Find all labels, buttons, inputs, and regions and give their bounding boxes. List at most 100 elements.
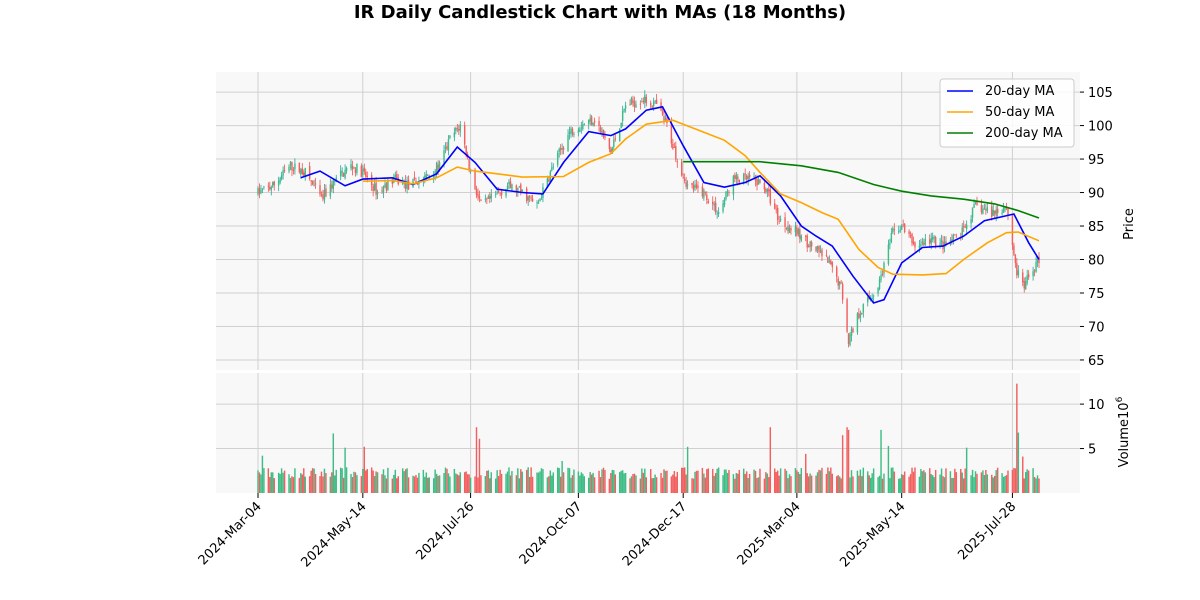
candle-body xyxy=(805,235,807,237)
volume-bar xyxy=(821,467,823,493)
volume-bar xyxy=(931,475,934,493)
candle-body xyxy=(815,247,817,252)
candle-body xyxy=(345,167,348,172)
candle-body xyxy=(375,182,377,195)
volume-bar xyxy=(466,474,469,493)
candle-body xyxy=(850,329,853,337)
candle-body xyxy=(695,184,698,188)
volume-bar xyxy=(673,471,676,493)
volume-bar xyxy=(934,469,937,493)
x-tick-label: 2025-Jul-28 xyxy=(955,499,1019,563)
candle-body xyxy=(725,191,727,200)
candle-body xyxy=(381,190,383,192)
candle-body xyxy=(325,188,327,197)
volume-bar xyxy=(744,473,746,493)
volume-bar xyxy=(427,477,429,493)
volume-bar xyxy=(889,478,891,493)
volume-bar xyxy=(446,468,448,493)
candle-body xyxy=(672,143,674,149)
candle-body xyxy=(836,266,838,277)
candle-body xyxy=(943,241,946,248)
candle-body xyxy=(582,124,584,130)
volume-bar xyxy=(528,476,531,493)
volume-bar xyxy=(983,474,986,493)
candle-body xyxy=(852,328,854,332)
candle-body xyxy=(598,120,600,127)
candle-body xyxy=(748,174,751,178)
candle-body xyxy=(993,210,996,214)
volume-bar xyxy=(590,474,593,493)
candle-body xyxy=(288,166,290,172)
volume-bar xyxy=(319,476,321,493)
candle-body xyxy=(1033,270,1036,272)
candle-body xyxy=(329,184,332,197)
candle-body xyxy=(794,226,797,233)
volume-bar xyxy=(536,472,538,493)
volume-bar xyxy=(630,476,633,493)
candle-body xyxy=(267,185,270,187)
volume-bar xyxy=(362,468,364,493)
volume-bar xyxy=(269,477,271,493)
candle-body xyxy=(701,186,704,197)
volume-bar xyxy=(778,475,780,493)
volume-bar xyxy=(549,470,552,493)
candle-body xyxy=(964,226,966,228)
volume-bar xyxy=(289,477,292,493)
volume-bar xyxy=(1004,475,1006,493)
volume-bar xyxy=(1016,383,1018,493)
volume-bar xyxy=(1014,468,1017,493)
volume-bar xyxy=(449,476,451,493)
candle-body xyxy=(539,199,541,202)
volume-bar xyxy=(401,468,404,493)
candle-body xyxy=(273,181,275,186)
candle-body xyxy=(892,228,894,233)
candle-body xyxy=(546,178,549,189)
candle-body xyxy=(763,182,766,190)
candle-body xyxy=(277,180,280,186)
volume-bar xyxy=(517,468,519,493)
x-tick-labels: 2024-Mar-04 2024-May-14 2024-Jul-26 2024-Oc… xyxy=(196,493,1019,570)
candle-body xyxy=(292,169,295,171)
candle-body xyxy=(583,124,585,126)
candle-body xyxy=(955,236,958,238)
candle-body xyxy=(365,171,367,177)
volume-bar xyxy=(849,477,851,493)
volume-bar xyxy=(301,474,304,493)
volume-bar xyxy=(807,476,810,493)
candle-body xyxy=(620,122,622,129)
volume-bar xyxy=(980,472,983,493)
volume-bar xyxy=(955,472,958,493)
candle-body xyxy=(515,185,518,193)
volume-bar xyxy=(508,467,510,493)
candle-body xyxy=(590,116,593,125)
volume-label-text: Volume xyxy=(1117,419,1132,467)
candle-body xyxy=(1017,270,1020,276)
volume-bar xyxy=(716,468,718,493)
volume-bar xyxy=(682,467,684,493)
volume-tick-label: 10 xyxy=(1088,398,1105,413)
volume-bar xyxy=(621,470,624,493)
candle-body xyxy=(745,175,748,180)
volume-bar xyxy=(1002,476,1005,493)
candle-body xyxy=(754,177,757,181)
moving-average-lines xyxy=(300,105,1040,304)
candle-body xyxy=(521,189,523,192)
candle-body xyxy=(308,166,311,180)
volume-bar xyxy=(381,474,383,493)
volume-bar xyxy=(757,477,760,493)
price-tick-label: 80 xyxy=(1088,254,1105,269)
volume-bar xyxy=(714,473,717,493)
volume-bar xyxy=(754,470,757,493)
candle-body xyxy=(632,99,634,104)
candle-body xyxy=(459,124,461,132)
candle-body xyxy=(768,189,770,192)
volume-bar xyxy=(273,478,275,493)
candle-body xyxy=(486,198,488,200)
candle-body xyxy=(914,242,916,248)
candle-body xyxy=(861,313,863,314)
candle-body xyxy=(728,192,730,194)
volume-bar xyxy=(971,469,974,493)
candle-body xyxy=(703,189,705,198)
candle-body xyxy=(862,304,865,313)
candle-body xyxy=(443,150,445,164)
